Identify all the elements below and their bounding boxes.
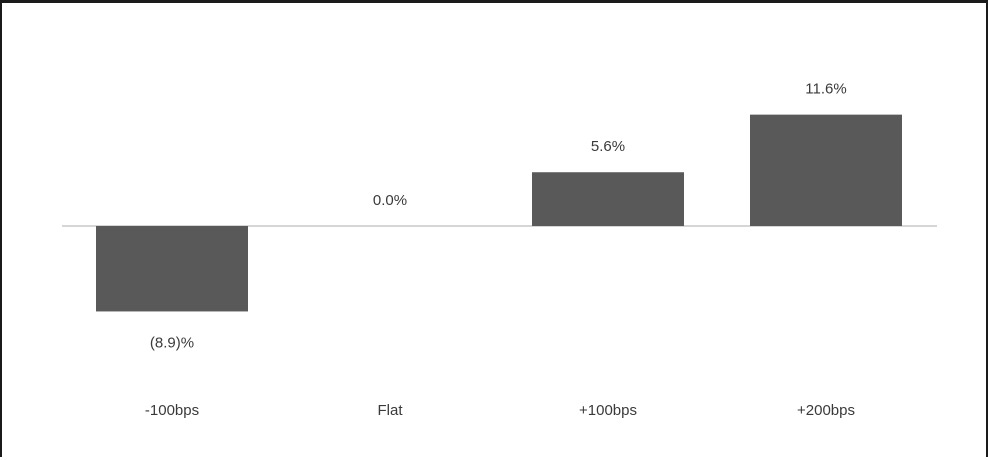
data-label-3: 11.6% (805, 81, 846, 98)
data-label-1: 0.0% (373, 192, 407, 209)
bar-0 (96, 226, 248, 312)
category-label-2: +100bps (579, 402, 637, 419)
data-labels-group: (8.9)% 0.0% 5.6% 11.6% (150, 81, 847, 352)
category-label-0: -100bps (145, 402, 199, 419)
data-label-2: 5.6% (591, 138, 625, 155)
data-label-0: (8.9)% (150, 334, 194, 351)
category-labels-group: -100bps Flat +100bps +200bps (145, 402, 855, 419)
category-label-3: +200bps (797, 402, 855, 419)
category-label-1: Flat (377, 402, 403, 419)
bars-group (96, 114, 902, 312)
bar-2 (532, 172, 684, 226)
bar-3 (750, 114, 902, 226)
bar-chart: (8.9)% 0.0% 5.6% 11.6% -100bps Flat +100bps +2… (62, 81, 937, 419)
